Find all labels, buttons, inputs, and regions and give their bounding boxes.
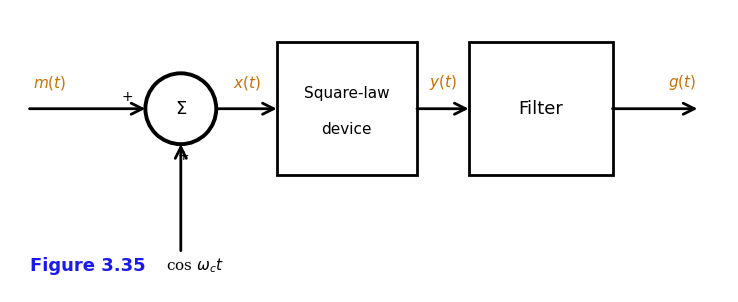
Bar [469, 42, 613, 175]
Text: Square-law: Square-law [304, 86, 390, 101]
Bar [277, 42, 417, 175]
Text: $x(t)$: $x(t)$ [232, 74, 261, 92]
Text: Figure 3.35: Figure 3.35 [30, 257, 145, 275]
Text: device: device [322, 122, 372, 137]
Text: cos $\omega_c t$: cos $\omega_c t$ [166, 257, 224, 275]
Text: $m(t)$: $m(t)$ [33, 74, 66, 92]
Text: +: + [178, 149, 190, 163]
Text: Filter: Filter [518, 100, 563, 118]
Text: $g(t)$: $g(t)$ [668, 73, 696, 92]
Text: $\Sigma$: $\Sigma$ [175, 100, 187, 118]
Text: +: + [121, 90, 133, 104]
Text: $y(t)$: $y(t)$ [429, 73, 457, 92]
